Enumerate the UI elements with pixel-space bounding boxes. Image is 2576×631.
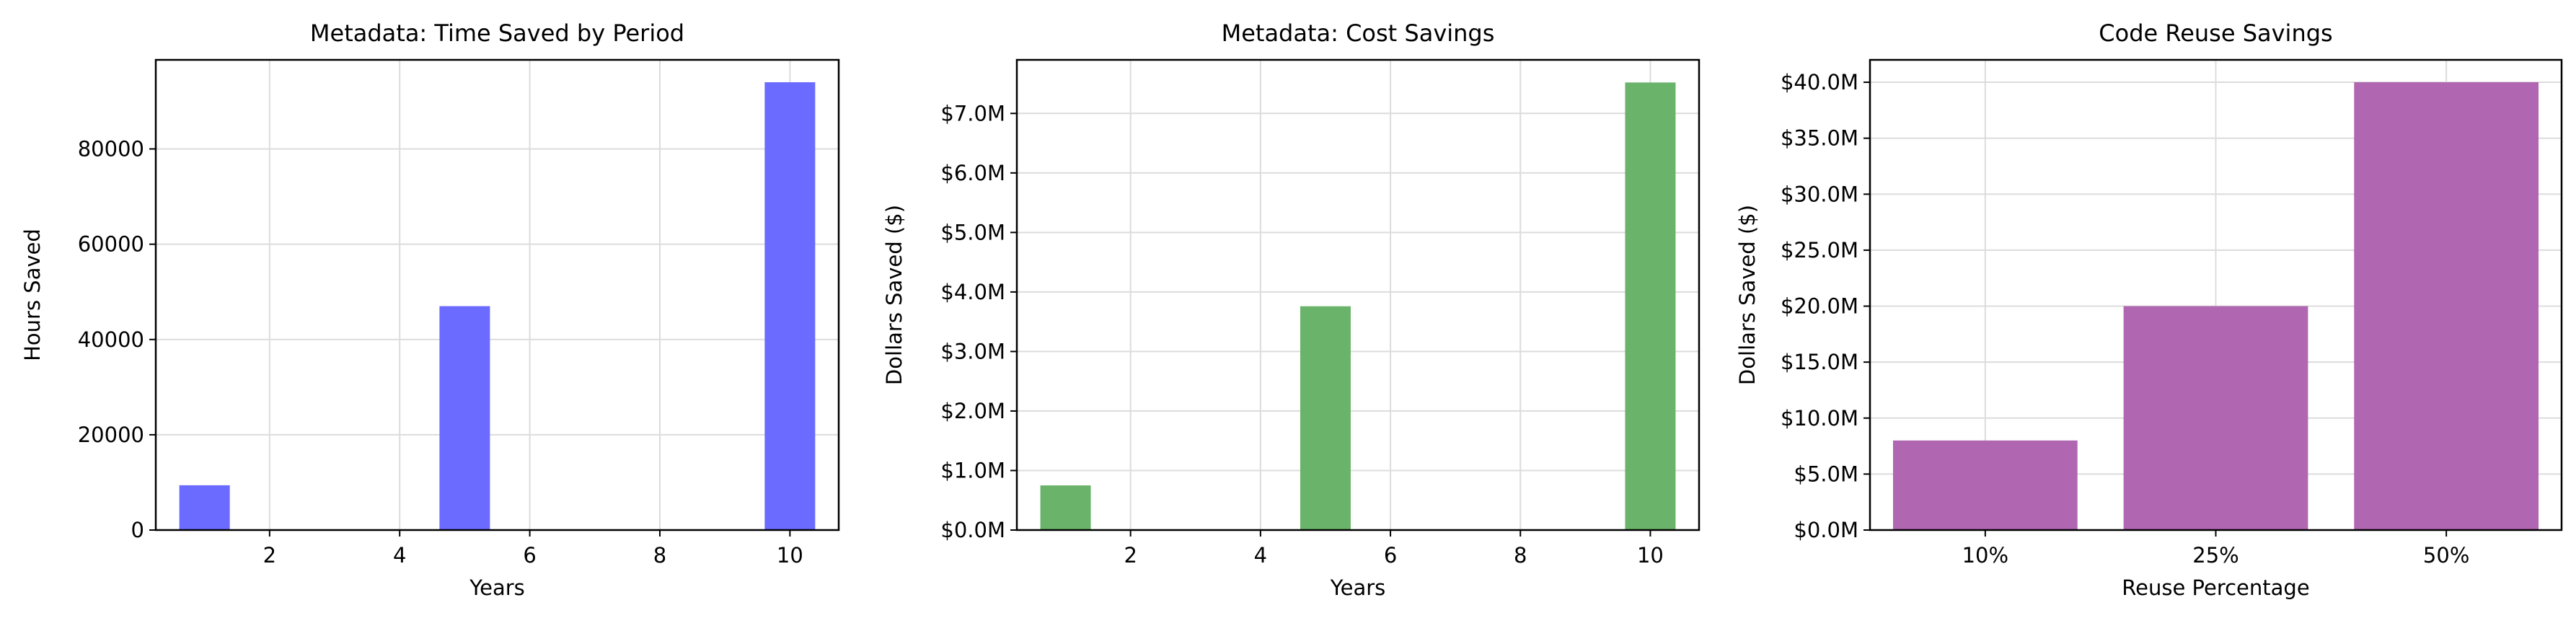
y-tick-label: $0.0M [940,518,1005,542]
y-tick-label: 40000 [78,327,144,352]
x-tick-label: 4 [1254,543,1267,568]
bar [1300,306,1351,530]
bar [2123,306,2308,530]
bar [764,82,816,531]
y-tick-label: $30.0M [1781,182,1858,206]
chart-title: Metadata: Time Saved by Period [310,19,684,47]
y-tick-label: $6.0M [940,161,1005,185]
bar [439,306,490,530]
y-tick-label: $2.0M [940,399,1005,423]
y-axis-label: Dollars Saved ($) [1735,205,1760,385]
x-axis-label: Years [1330,575,1386,600]
x-tick-label: 4 [393,543,406,568]
y-tick-label: 60000 [78,232,144,257]
y-tick-label: $4.0M [940,280,1005,304]
x-tick-label: 6 [523,543,536,568]
x-tick-label: 2 [263,543,276,568]
y-axis-label: Dollars Saved ($) [882,205,907,385]
x-tick-label: 8 [1514,543,1527,568]
y-tick-label: $3.0M [940,339,1005,363]
x-tick-label: 10 [1637,543,1664,568]
y-tick-label: $5.0M [1794,462,1858,486]
chart-3: 10% 25% 50% $0.0M $5.0M $10.0M $15.0M $20.0M $25… [1735,19,2563,600]
x-tick-label: 50% [2423,543,2469,568]
x-axis-label: Reuse Percentage [2122,575,2309,600]
chart-title: Code Reuse Savings [2099,19,2332,47]
x-tick-label: 25% [2192,543,2238,568]
y-tick-label: 20000 [78,423,144,447]
chart-title: Metadata: Cost Savings [1222,19,1495,47]
chart-1: 2 4 6 8 10 0 20000 40000 60000 80000 Metadata: Tim… [20,19,840,600]
y-tick-label: $7.0M [940,101,1005,125]
y-tick-label: $1.0M [940,458,1005,482]
y-tick-label: $5.0M [940,220,1005,244]
x-tick-label: 6 [1384,543,1397,568]
bar [2354,82,2539,531]
y-tick-label: $20.0M [1781,294,1858,319]
axes-frame [1015,58,1701,531]
y-tick-label: 0 [131,518,144,542]
chart-2: 2 4 6 8 10 $0.0M $1.0M $2.0M $3.0M $4.0M $5.0M $6.0… [882,19,1701,600]
x-tick-label: 2 [1124,543,1137,568]
y-axis-label: Hours Saved [20,229,45,361]
x-tick-label: 10 [777,543,803,568]
x-tick-label: 10% [1962,543,2008,568]
bar [1040,485,1091,530]
y-tick-label: $35.0M [1781,126,1858,151]
axes-frame [154,58,840,531]
bar [1625,82,1676,531]
y-tick-label: $40.0M [1781,70,1858,94]
y-tick-label: $15.0M [1781,350,1858,374]
bar [1892,440,2078,530]
x-tick-label: 8 [653,543,666,568]
x-axis-label: Years [469,575,525,600]
y-tick-label: $10.0M [1781,406,1858,431]
bar [179,485,230,530]
y-tick-label: $0.0M [1794,518,1858,542]
y-tick-label: 80000 [78,137,144,162]
y-tick-label: $25.0M [1781,238,1858,262]
